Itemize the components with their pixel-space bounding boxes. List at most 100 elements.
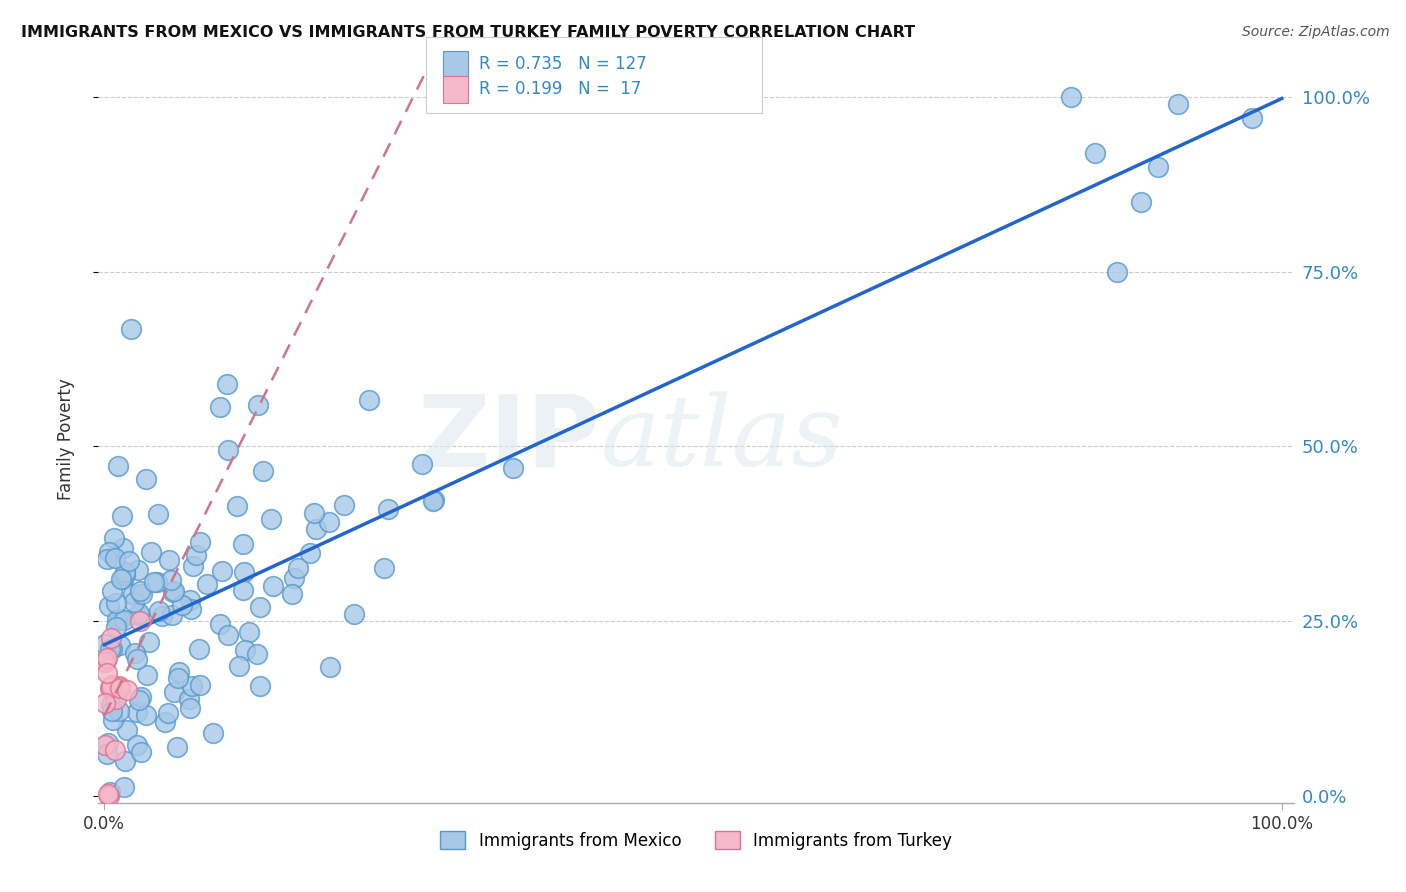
Point <box>1084 145 1107 160</box>
Point <box>104 596 127 610</box>
Point <box>160 573 183 587</box>
Point <box>226 500 249 514</box>
Point <box>105 620 128 634</box>
Point <box>146 574 169 589</box>
Point <box>148 604 170 618</box>
Point <box>112 613 135 627</box>
Point <box>217 442 239 457</box>
Point <box>128 693 150 707</box>
Point <box>96 787 118 801</box>
Point <box>110 612 132 626</box>
Point <box>1060 90 1083 104</box>
Point <box>1167 96 1189 111</box>
Point <box>94 738 117 752</box>
Point <box>287 560 309 574</box>
Point <box>110 572 132 586</box>
Point <box>98 681 121 695</box>
Point <box>1147 160 1170 174</box>
Point <box>125 651 148 665</box>
Point <box>304 506 326 520</box>
Point <box>101 584 124 599</box>
Point <box>112 572 135 586</box>
Point <box>157 706 180 720</box>
Point <box>94 655 117 669</box>
Point <box>96 551 118 566</box>
Point <box>259 512 281 526</box>
Point <box>127 563 149 577</box>
Point <box>135 708 157 723</box>
Point <box>343 607 366 622</box>
Point <box>179 592 201 607</box>
Point <box>97 735 120 749</box>
Point <box>121 586 143 600</box>
Point <box>211 565 233 579</box>
Point <box>129 614 152 628</box>
Point <box>157 552 180 566</box>
Point <box>96 747 118 761</box>
Point <box>150 609 173 624</box>
Point <box>166 739 188 754</box>
Point <box>318 515 340 529</box>
Point <box>98 785 121 799</box>
Point <box>112 541 135 555</box>
Point <box>94 696 117 710</box>
Point <box>94 637 117 651</box>
Point <box>249 679 271 693</box>
Point <box>319 660 342 674</box>
Point <box>232 565 254 579</box>
Point <box>107 704 129 718</box>
Point <box>115 683 138 698</box>
Point <box>246 647 269 661</box>
Point <box>112 780 135 794</box>
Point <box>217 628 239 642</box>
Point <box>114 568 136 582</box>
Text: R = 0.735   N = 127: R = 0.735 N = 127 <box>479 55 647 73</box>
Point <box>422 493 444 508</box>
Point <box>97 599 120 614</box>
Point <box>208 616 231 631</box>
Point <box>188 678 211 692</box>
Point <box>96 666 118 681</box>
Point <box>195 577 218 591</box>
Point <box>101 713 124 727</box>
Point <box>97 789 120 803</box>
Point <box>217 376 239 391</box>
Point <box>100 641 122 656</box>
Point <box>104 550 127 565</box>
Point <box>377 501 399 516</box>
Point <box>411 457 433 471</box>
Point <box>167 671 190 685</box>
Point <box>1105 264 1128 278</box>
Point <box>104 742 127 756</box>
Point <box>298 545 321 559</box>
Point <box>103 531 125 545</box>
Point <box>162 585 184 599</box>
Point <box>128 607 150 622</box>
Point <box>238 624 260 639</box>
Point <box>100 704 122 718</box>
Point <box>162 607 184 622</box>
Point <box>262 579 284 593</box>
Point <box>183 558 205 573</box>
Point <box>108 681 131 695</box>
Point <box>107 459 129 474</box>
Point <box>167 665 190 679</box>
Point <box>143 574 166 589</box>
Point <box>186 548 208 562</box>
Point <box>100 680 122 694</box>
Point <box>179 701 201 715</box>
Point <box>246 398 269 412</box>
Point <box>135 473 157 487</box>
Point <box>131 745 153 759</box>
Point <box>114 754 136 768</box>
Point <box>97 545 120 559</box>
Point <box>170 598 193 612</box>
Point <box>163 584 186 599</box>
Point <box>228 659 250 673</box>
Point <box>100 677 122 691</box>
Point <box>111 508 134 523</box>
Point <box>128 584 150 599</box>
Point <box>114 565 136 579</box>
Point <box>96 651 118 665</box>
Point <box>249 599 271 614</box>
